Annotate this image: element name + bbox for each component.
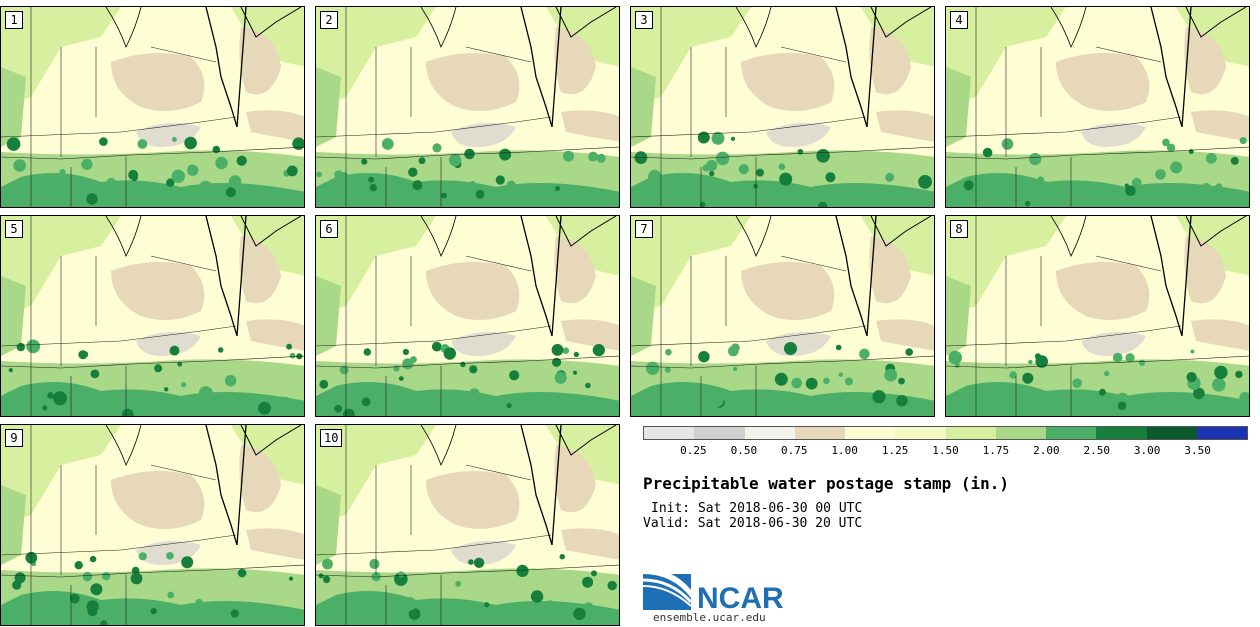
ncar-logo: NCAR (642, 568, 793, 616)
color-bin-7 (995, 427, 1046, 439)
member-number: 7 (635, 220, 653, 238)
color-bin-3 (794, 427, 845, 439)
member-number: 9 (5, 429, 23, 447)
postage-stamp-4: 4 (945, 6, 1250, 208)
color-scale-ticks: 0.25 0.50 0.75 1.00 1.25 1.50 1.75 2.00 2.50 3.00… (643, 444, 1248, 460)
postage-stamp-8: 8 (945, 215, 1250, 417)
color-bin-5 (895, 427, 946, 439)
tick-label: 0.75 (781, 444, 808, 457)
member-number: 3 (635, 11, 653, 29)
tick-label: 1.00 (831, 444, 858, 457)
member-number: 1 (5, 11, 23, 29)
tick-label: 1.25 (881, 444, 909, 457)
ncar-logo-text: NCAR (697, 582, 784, 612)
postage-stamp-2: 2 (315, 6, 620, 208)
color-bin-10 (1146, 427, 1197, 439)
color-scale-bar (643, 426, 1248, 440)
tick-label: 3.50 (1184, 444, 1211, 457)
member-number: 5 (5, 220, 23, 238)
member-number: 6 (320, 220, 338, 238)
member-number: 4 (950, 11, 968, 29)
color-bin-0 (644, 427, 695, 439)
postage-stamp-7: 7 (630, 215, 935, 417)
color-bin-11 (1196, 427, 1247, 439)
member-number: 10 (320, 429, 343, 447)
postage-stamp-3: 3 (630, 6, 935, 208)
color-bin-9 (1096, 427, 1147, 439)
tick-label: 3.00 (1133, 444, 1161, 457)
logo-url: ensemble.ucar.edu (653, 611, 766, 624)
tick-label: 2.00 (1033, 444, 1060, 457)
tick-label: 1.50 (932, 444, 959, 457)
color-bin-8 (1046, 427, 1097, 439)
color-bin-1 (694, 427, 745, 439)
tick-label: 1.75 (982, 444, 1010, 457)
valid-time: Valid: Sat 2018-06-30 20 UTC (643, 516, 863, 531)
member-number: 2 (320, 11, 338, 29)
tick-label: 2.50 (1083, 444, 1111, 457)
ncar-logo-icon: NCAR (642, 568, 784, 615)
postage-stamp-1: 1 (0, 6, 305, 208)
tick-label: 0.50 (730, 444, 758, 457)
postage-stamp-10: 10 (315, 424, 620, 626)
tick-label: 0.25 (680, 444, 707, 457)
chart-title: Precipitable water postage stamp (in.) (643, 474, 1010, 493)
member-number: 8 (950, 220, 968, 238)
postage-stamp-6: 6 (315, 215, 620, 417)
color-bin-6 (945, 427, 996, 439)
postage-stamp-5: 5 (0, 215, 305, 417)
postage-stamp-9: 9 (0, 424, 305, 626)
color-bin-4 (845, 427, 896, 439)
color-bin-2 (744, 427, 795, 439)
init-time: Init: Sat 2018-06-30 00 UTC (651, 501, 863, 516)
